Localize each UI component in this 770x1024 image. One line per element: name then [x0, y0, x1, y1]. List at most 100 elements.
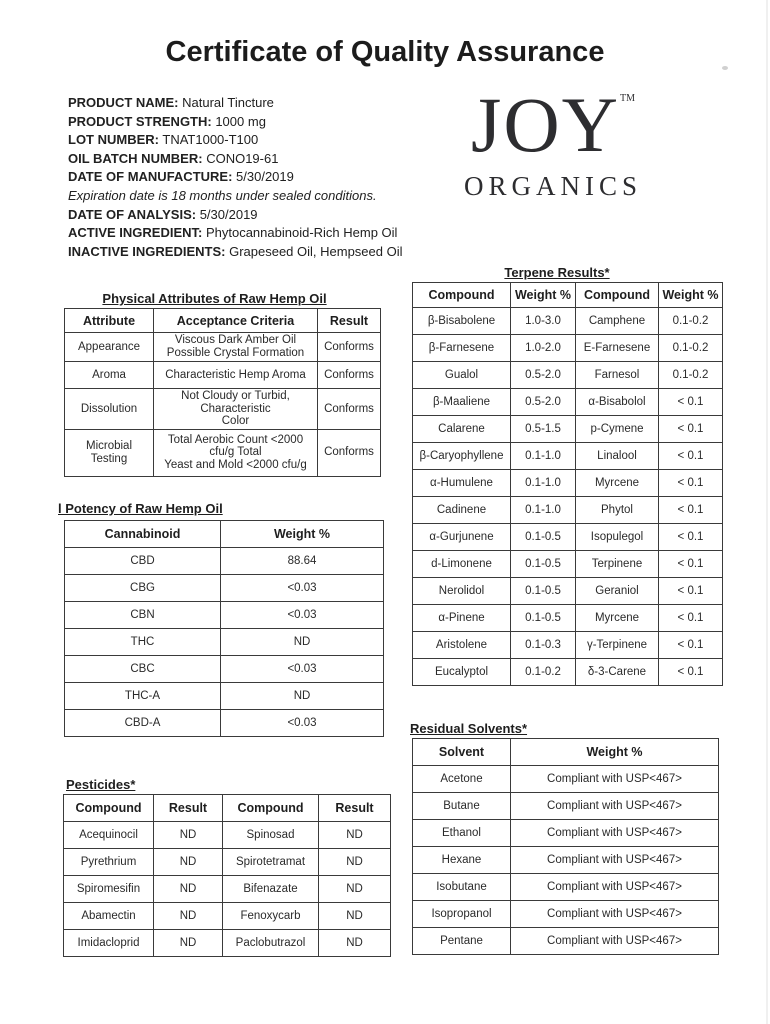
table-row: Nerolidol 0.1-0.5 Geraniol < 0.1 — [412, 577, 723, 605]
field-label: LOT NUMBER: — [68, 132, 159, 148]
table-cell: Fenoxycarb — [222, 902, 319, 930]
table-row: Cadinene 0.1-1.0 Phytol < 0.1 — [412, 496, 723, 524]
table-cell: 0.5-2.0 — [510, 361, 576, 389]
column-header: Cannabinoid — [64, 520, 221, 548]
table-cell: Phytol — [575, 496, 659, 524]
table-cell: Spiromesifin — [63, 875, 154, 903]
field-value: CONO19-61 — [202, 150, 279, 166]
table-cell: ND — [153, 875, 223, 903]
table-cell: ND — [153, 821, 223, 849]
product-info-block: PRODUCT NAME: Natural Tincture PRODUCT ST… — [68, 94, 413, 261]
table-cell: Acetone — [412, 765, 511, 793]
table-row: Pyrethrium ND Spirotetramat ND — [63, 848, 391, 876]
table-cell: Compliant with USP<467> — [510, 765, 719, 793]
table-cell: α-Gurjunene — [412, 523, 511, 551]
table-row: β-Bisabolene 1.0-3.0 Camphene 0.1-0.2 — [412, 307, 723, 335]
table-row: Imidacloprid ND Paclobutrazol ND — [63, 929, 391, 957]
table-cell: <0.03 — [220, 601, 384, 629]
table-cell: ND — [318, 902, 391, 930]
table-cell: Butane — [412, 792, 511, 820]
table-cell: Appearance — [64, 332, 154, 362]
table-row: Isopropanol Compliant with USP<467> — [412, 900, 719, 928]
table-cell: 0.5-1.5 — [510, 415, 576, 443]
table-row: α-Humulene 0.1-1.0 Myrcene < 0.1 — [412, 469, 723, 497]
header-row: Cannabinoid Weight % — [64, 520, 384, 548]
terpene-results-heading: Terpene Results* — [504, 265, 610, 280]
table-cell: Myrcene — [575, 469, 659, 497]
pesticides-heading: Pesticides* — [66, 777, 136, 792]
product-info-line: Expiration date is 18 months under seale… — [68, 187, 377, 203]
table-cell: Aroma — [64, 361, 154, 389]
table-cell: γ-Terpinene — [575, 631, 659, 659]
table-row: Aroma Characteristic Hemp Aroma Conforms — [64, 361, 381, 389]
product-info-line: LOT NUMBER: TNAT1000-T100 — [68, 131, 413, 150]
product-info-line: PRODUCT NAME: Natural Tincture — [68, 94, 413, 113]
field-label: PRODUCT STRENGTH: — [68, 113, 212, 129]
logo-joy-text: JOY — [470, 81, 620, 168]
table-cell: Nerolidol — [412, 577, 511, 605]
table-row: Abamectin ND Fenoxycarb ND — [63, 902, 391, 930]
table-row: Calarene 0.5-1.5 p-Cymene < 0.1 — [412, 415, 723, 443]
table-cell: Isopulegol — [575, 523, 659, 551]
table-cell: < 0.1 — [658, 550, 723, 578]
column-header: Acceptance Criteria — [153, 308, 318, 333]
column-header: Weight % — [658, 282, 723, 308]
table-cell: ND — [318, 875, 391, 903]
field-value: 1000 mg — [211, 113, 266, 129]
table-cell: < 0.1 — [658, 577, 723, 605]
table-cell: ND — [153, 848, 223, 876]
table-cell: <0.03 — [220, 574, 384, 602]
column-header: Compound — [575, 282, 659, 308]
table-row: CBC <0.03 — [64, 655, 384, 683]
table-cell: Farnesol — [575, 361, 659, 389]
header-row: Compound Weight % Compound Weight % — [412, 282, 723, 308]
table-row: d-Limonene 0.1-0.5 Terpinene < 0.1 — [412, 550, 723, 578]
physical-attributes-table: Attribute Acceptance Criteria Result Appear… — [64, 308, 381, 477]
table-cell: < 0.1 — [658, 388, 723, 416]
table-cell: CBN — [64, 601, 221, 629]
table-cell: β-Bisabolene — [412, 307, 511, 335]
table-cell: Abamectin — [63, 902, 154, 930]
table-cell: Pentane — [412, 927, 511, 955]
table-cell: δ-3-Carene — [575, 658, 659, 686]
table-cell: ND — [318, 848, 391, 876]
table-cell: < 0.1 — [658, 496, 723, 524]
logo-wordmark: JOYTM — [438, 86, 668, 164]
table-cell: 0.1-0.5 — [510, 577, 576, 605]
table-cell: <0.03 — [220, 709, 384, 737]
table-row: Dissolution Not Cloudy or Turbid, Charact… — [64, 388, 381, 430]
table-row: Spiromesifin ND Bifenazate ND — [63, 875, 391, 903]
table-row: Eucalyptol 0.1-0.2 δ-3-Carene < 0.1 — [412, 658, 723, 686]
table-cell: ND — [318, 821, 391, 849]
table-cell: Imidacloprid — [63, 929, 154, 957]
product-info-line: DATE OF MANUFACTURE: 5/30/2019 — [68, 168, 413, 187]
physical-attributes-heading: Physical Attributes of Raw Hemp Oil — [102, 291, 327, 306]
joy-organics-logo: JOYTM ORGANICS — [438, 86, 668, 202]
table-cell: Paclobutrazol — [222, 929, 319, 957]
pesticides-table: Compound Result Compound Result Acequinocil N… — [63, 794, 391, 957]
potency-heading: l Potency of Raw Hemp Oil — [58, 501, 223, 516]
table-row: α-Gurjunene 0.1-0.5 Isopulegol < 0.1 — [412, 523, 723, 551]
table-cell: ND — [220, 628, 384, 656]
column-header: Attribute — [64, 308, 154, 333]
table-cell: Conforms — [317, 361, 381, 389]
column-header: Weight % — [510, 738, 719, 766]
table-cell: Calarene — [412, 415, 511, 443]
product-info-line: ACTIVE INGREDIENT: Phytocannabinoid-Rich… — [68, 224, 413, 243]
table-cell: THC-A — [64, 682, 221, 710]
table-cell: Conforms — [317, 428, 381, 477]
table-cell: Gualol — [412, 361, 511, 389]
table-cell: CBD — [64, 547, 221, 575]
table-cell: ND — [153, 929, 223, 957]
table-cell: β-Maaliene — [412, 388, 511, 416]
table-cell: Terpinene — [575, 550, 659, 578]
table-cell: 0.1-0.2 — [658, 361, 723, 389]
trademark-symbol: TM — [620, 93, 635, 104]
table-row: Appearance Viscous Dark Amber Oil Possibl… — [64, 332, 381, 362]
field-label: DATE OF MANUFACTURE: — [68, 169, 233, 185]
field-label: OIL BATCH NUMBER: — [68, 150, 203, 166]
table-cell: Conforms — [317, 388, 381, 430]
table-cell: Spirotetramat — [222, 848, 319, 876]
table-row: CBN <0.03 — [64, 601, 384, 629]
table-cell: Not Cloudy or Turbid, Characteristic Col… — [153, 388, 318, 430]
